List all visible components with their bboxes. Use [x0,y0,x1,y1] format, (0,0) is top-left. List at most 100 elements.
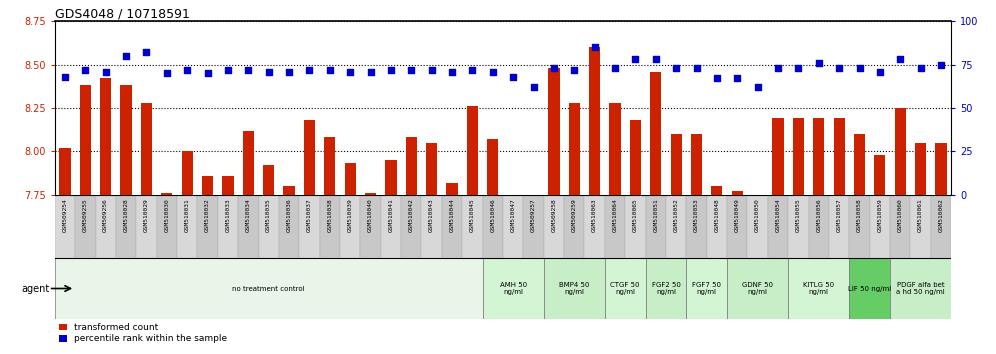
Bar [80,85,91,195]
Bar [325,137,336,195]
Text: GSM510059: GSM510059 [877,198,882,232]
Bar [218,195,238,258]
Point [933,62,949,68]
Legend: transformed count, percentile rank within the sample: transformed count, percentile rank withi… [60,323,227,343]
Bar [345,164,356,195]
Bar [136,195,156,258]
Point [688,65,704,71]
Point [811,60,827,66]
Text: GSM510041: GSM510041 [388,198,393,232]
Text: GSM510028: GSM510028 [124,198,128,232]
Bar [670,134,681,195]
Bar [101,79,112,195]
Bar [483,195,503,258]
Point [220,67,236,73]
Point [383,67,399,73]
Text: GSM510040: GSM510040 [369,198,374,232]
Bar [96,195,116,258]
Bar [222,176,233,195]
Bar [405,137,417,195]
Text: PDGF alfa bet
a hd 50 ng/ml: PDGF alfa bet a hd 50 ng/ml [896,282,945,295]
Bar [304,120,315,195]
Bar [177,195,197,258]
Bar [890,258,951,319]
Point [57,74,73,80]
Text: GSM510056: GSM510056 [817,198,822,232]
Bar [834,118,845,195]
Bar [727,195,747,258]
Bar [340,195,361,258]
Bar [788,195,809,258]
Bar [380,195,401,258]
Text: FGF2 50
ng/ml: FGF2 50 ng/ml [651,282,680,295]
Bar [686,195,707,258]
Point [912,65,928,71]
Point [261,69,277,74]
Text: GSM510034: GSM510034 [246,198,251,232]
Bar [544,195,564,258]
Bar [645,258,686,319]
Text: GSM509258: GSM509258 [552,198,557,232]
Bar [549,68,560,195]
Text: GSM510038: GSM510038 [328,198,333,232]
Text: GSM510050: GSM510050 [755,198,760,232]
Bar [686,258,727,319]
Bar [467,106,478,195]
Bar [442,195,462,258]
Bar [263,165,274,195]
Text: GSM509256: GSM509256 [104,198,109,232]
Text: GSM509255: GSM509255 [83,198,88,232]
Bar [299,195,320,258]
Bar [55,195,75,258]
Text: GSM510051: GSM510051 [653,198,658,232]
Point [526,84,542,90]
Text: no treatment control: no treatment control [232,286,305,291]
Bar [768,195,788,258]
Bar [773,118,784,195]
Bar [585,195,605,258]
Bar [850,195,870,258]
Bar [910,195,931,258]
Bar [426,143,437,195]
Bar [727,258,788,319]
Bar [829,195,850,258]
Bar [523,195,544,258]
Bar [121,85,131,195]
Text: GDNF 50
ng/ml: GDNF 50 ng/ml [742,282,773,295]
Bar [625,195,645,258]
Bar [446,183,457,195]
Point [444,69,460,74]
Bar [60,148,71,195]
Bar [650,72,661,195]
Point [98,69,114,74]
Point [546,65,562,71]
Bar [605,195,625,258]
Point [138,50,154,55]
Point [78,67,94,73]
Text: GSM510052: GSM510052 [673,198,678,232]
Text: FGF7 50
ng/ml: FGF7 50 ng/ml [692,282,721,295]
Point [729,76,745,81]
Text: GSM510058: GSM510058 [857,198,862,232]
Text: GSM510036: GSM510036 [287,198,292,232]
Bar [320,195,340,258]
Bar [711,186,722,195]
Bar [279,195,299,258]
Text: LIF 50 ng/ml: LIF 50 ng/ml [848,286,891,291]
Text: GSM510048: GSM510048 [714,198,719,232]
Bar [202,176,213,195]
Bar [361,195,380,258]
Bar [915,143,926,195]
Point [485,69,501,74]
Point [179,67,195,73]
Bar [691,134,702,195]
Point [750,84,766,90]
Bar [752,195,763,200]
Text: GSM510043: GSM510043 [429,198,434,232]
Text: KITLG 50
ng/ml: KITLG 50 ng/ml [803,282,835,295]
Text: GSM510044: GSM510044 [449,198,454,232]
Text: GSM510055: GSM510055 [796,198,801,232]
Bar [284,186,295,195]
Bar [544,258,605,319]
Bar [401,195,421,258]
